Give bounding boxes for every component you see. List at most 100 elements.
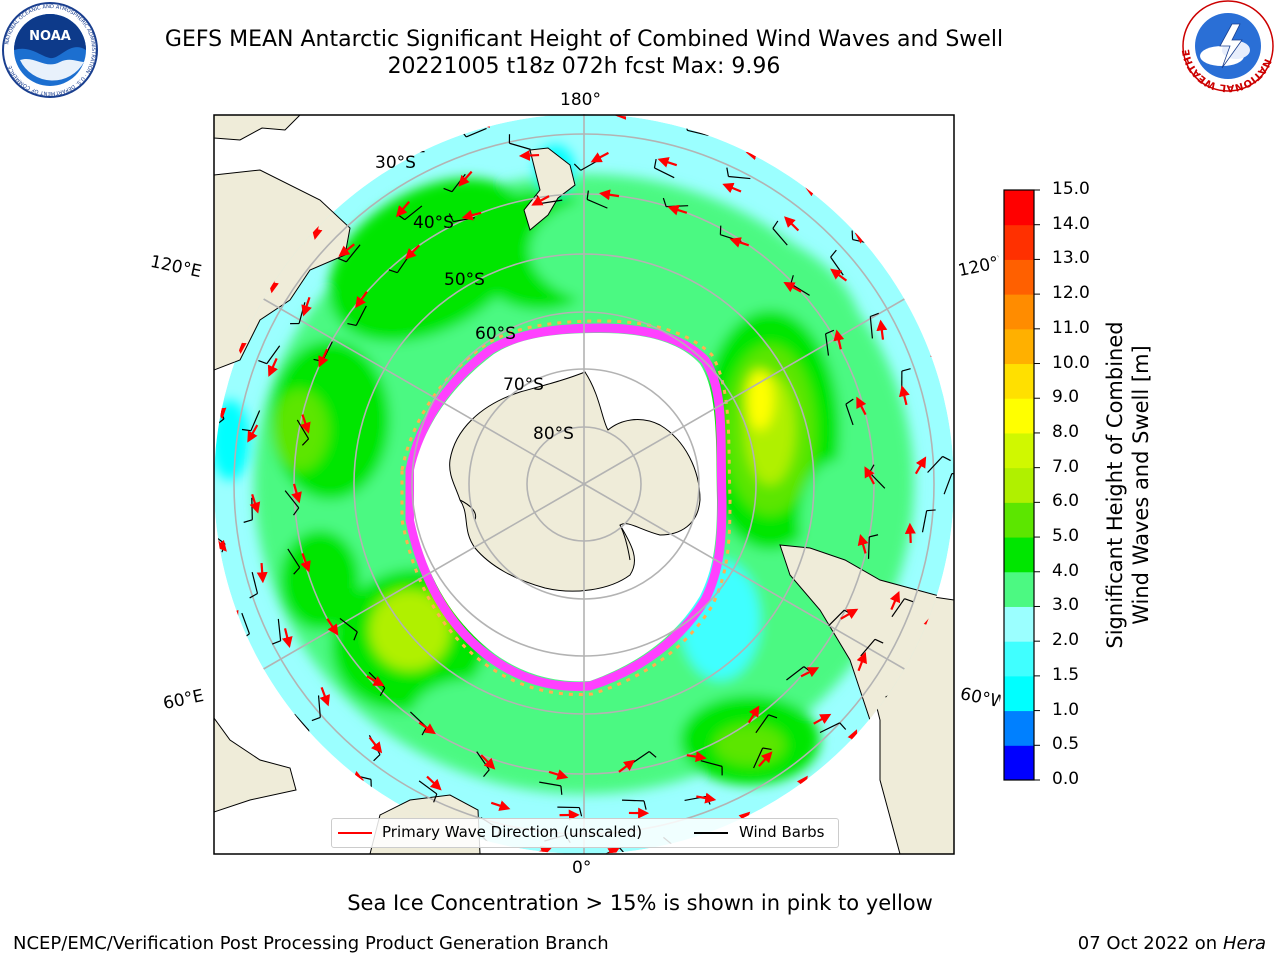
wind-barb xyxy=(539,781,562,787)
wave-direction-arrow xyxy=(830,268,848,282)
wind-barb xyxy=(540,199,563,205)
wave-direction-arrow xyxy=(518,149,540,161)
nws-ring-text: NATIONAL WEATHER SERVICE xyxy=(0,0,1273,93)
wind-barb xyxy=(241,612,251,634)
wind-barb-flag xyxy=(830,249,837,258)
colorbar-segment xyxy=(1004,641,1034,677)
wind-barb xyxy=(621,799,645,802)
lat-label-40s: 40°S xyxy=(413,213,454,233)
wind-barb-flag xyxy=(904,598,914,603)
wave-direction-arrow xyxy=(876,319,888,340)
wind-barb xyxy=(294,713,310,732)
wind-barb xyxy=(927,456,944,473)
colorbar-segment xyxy=(1004,398,1034,434)
meridian-line-5 xyxy=(583,293,914,485)
colorbar-tick-label: 11.0 xyxy=(1052,317,1090,338)
lat-label-80s: 80°S xyxy=(533,424,574,444)
wind-barb-flag xyxy=(845,398,854,405)
footer-host: Hera xyxy=(1222,933,1266,954)
wind-barb xyxy=(786,666,805,681)
wave-direction-arrow xyxy=(889,591,901,610)
wave-height-contour-10 xyxy=(272,390,328,470)
wind-barb-flag xyxy=(293,567,301,575)
wind-barb-flag xyxy=(772,220,779,229)
wind-barb xyxy=(869,316,874,339)
colorbar-segment xyxy=(1004,432,1034,469)
wind-barb-flag xyxy=(610,101,614,109)
wave-direction-arrow xyxy=(548,769,569,780)
wave-direction-arrow xyxy=(458,170,473,187)
wind-barb-flag xyxy=(373,754,381,762)
wave-direction-arrow xyxy=(249,493,261,514)
colorbar-segment xyxy=(1004,294,1034,330)
wave-direction-arrow xyxy=(800,667,820,678)
wind-barb xyxy=(828,609,845,627)
footer-date-text: 07 Oct 2022 on xyxy=(1077,933,1223,954)
colorbar-tick-label: 0.0 xyxy=(1052,769,1080,789)
wind-barb-flag xyxy=(870,312,879,318)
wave-direction-arrow xyxy=(618,759,636,773)
wind-barb-flag xyxy=(301,438,310,446)
wind-barb xyxy=(755,714,770,734)
wave-direction-arrow xyxy=(256,562,268,584)
colorbar-tick-label: 1.5 xyxy=(1052,664,1080,685)
wind-barb-flag xyxy=(762,747,772,751)
wind-barb-flag xyxy=(768,714,778,719)
wave-direction-legend-line xyxy=(338,832,372,834)
wave-direction-arrow xyxy=(657,157,678,168)
wind-barb-flag xyxy=(293,507,300,516)
wind-barbs-legend-line xyxy=(694,832,728,834)
wave-direction-arrow xyxy=(366,675,385,687)
colorbar-tick-label: 12.0 xyxy=(1052,283,1090,304)
wind-barb-flag xyxy=(388,269,398,274)
colorbar-segment xyxy=(1004,606,1034,642)
colorbar-segment xyxy=(1004,537,1034,573)
wave-direction-arrow xyxy=(590,151,609,163)
wave-direction-arrow xyxy=(722,182,742,194)
wind-barb-flag xyxy=(648,751,657,758)
colorbar-segment xyxy=(1004,259,1034,295)
wind-barb-flag xyxy=(578,807,583,817)
noaa-logo-text: NOAA xyxy=(29,29,71,44)
wind-barb-flag xyxy=(448,213,454,222)
wave-direction-arrow xyxy=(201,468,211,483)
wind-barb xyxy=(921,510,928,533)
colorbar-tick-label: 0.5 xyxy=(1052,734,1080,755)
wind-barb xyxy=(250,410,261,431)
wind-barb xyxy=(404,205,423,221)
wave-height-contour-15 xyxy=(280,530,360,630)
wave-direction-arrow xyxy=(326,618,339,636)
wind-barb-flag xyxy=(726,167,730,177)
wind-barb-flag xyxy=(433,793,438,803)
wave-direction-arrow xyxy=(267,357,278,377)
colorbar-tick-label: 3.0 xyxy=(1052,595,1080,616)
wind-barb-flag xyxy=(443,187,453,193)
wind-barb xyxy=(509,142,531,150)
chart-subtitle: 20221005 t18z 072h fcst Max: 9.96 xyxy=(387,54,781,79)
wind-barb-flag xyxy=(653,159,657,169)
meridian-line-1 xyxy=(254,293,585,485)
wind-barb xyxy=(845,403,854,426)
lon-label-0: 0° xyxy=(572,858,592,878)
wind-barb-flag xyxy=(353,631,358,641)
wave-direction-arrow xyxy=(864,466,875,485)
wave-direction-arrow xyxy=(301,296,312,317)
colorbar-tick-label: 9.0 xyxy=(1052,387,1080,408)
wind-barb xyxy=(824,333,830,356)
wind-barb xyxy=(355,305,367,326)
lat-label-70s: 70°S xyxy=(503,375,544,395)
colorbar-tick-label: 8.0 xyxy=(1052,421,1080,442)
wave-direction-arrow xyxy=(783,282,802,293)
lat-label-50s: 50°S xyxy=(444,270,485,290)
wind-barb-flag xyxy=(963,421,972,423)
wave-direction-arrow xyxy=(318,348,329,368)
wind-barb-flag xyxy=(379,687,386,696)
colorbar xyxy=(1003,189,1040,781)
map-border xyxy=(213,114,955,855)
wave-direction-arrow xyxy=(490,800,511,811)
wind-barb xyxy=(317,695,321,718)
wave-direction-arrow xyxy=(418,721,436,735)
colorbar-segment xyxy=(1004,363,1034,399)
wave-direction-arrow xyxy=(396,201,410,218)
wave-height-contour-3 xyxy=(530,195,710,305)
